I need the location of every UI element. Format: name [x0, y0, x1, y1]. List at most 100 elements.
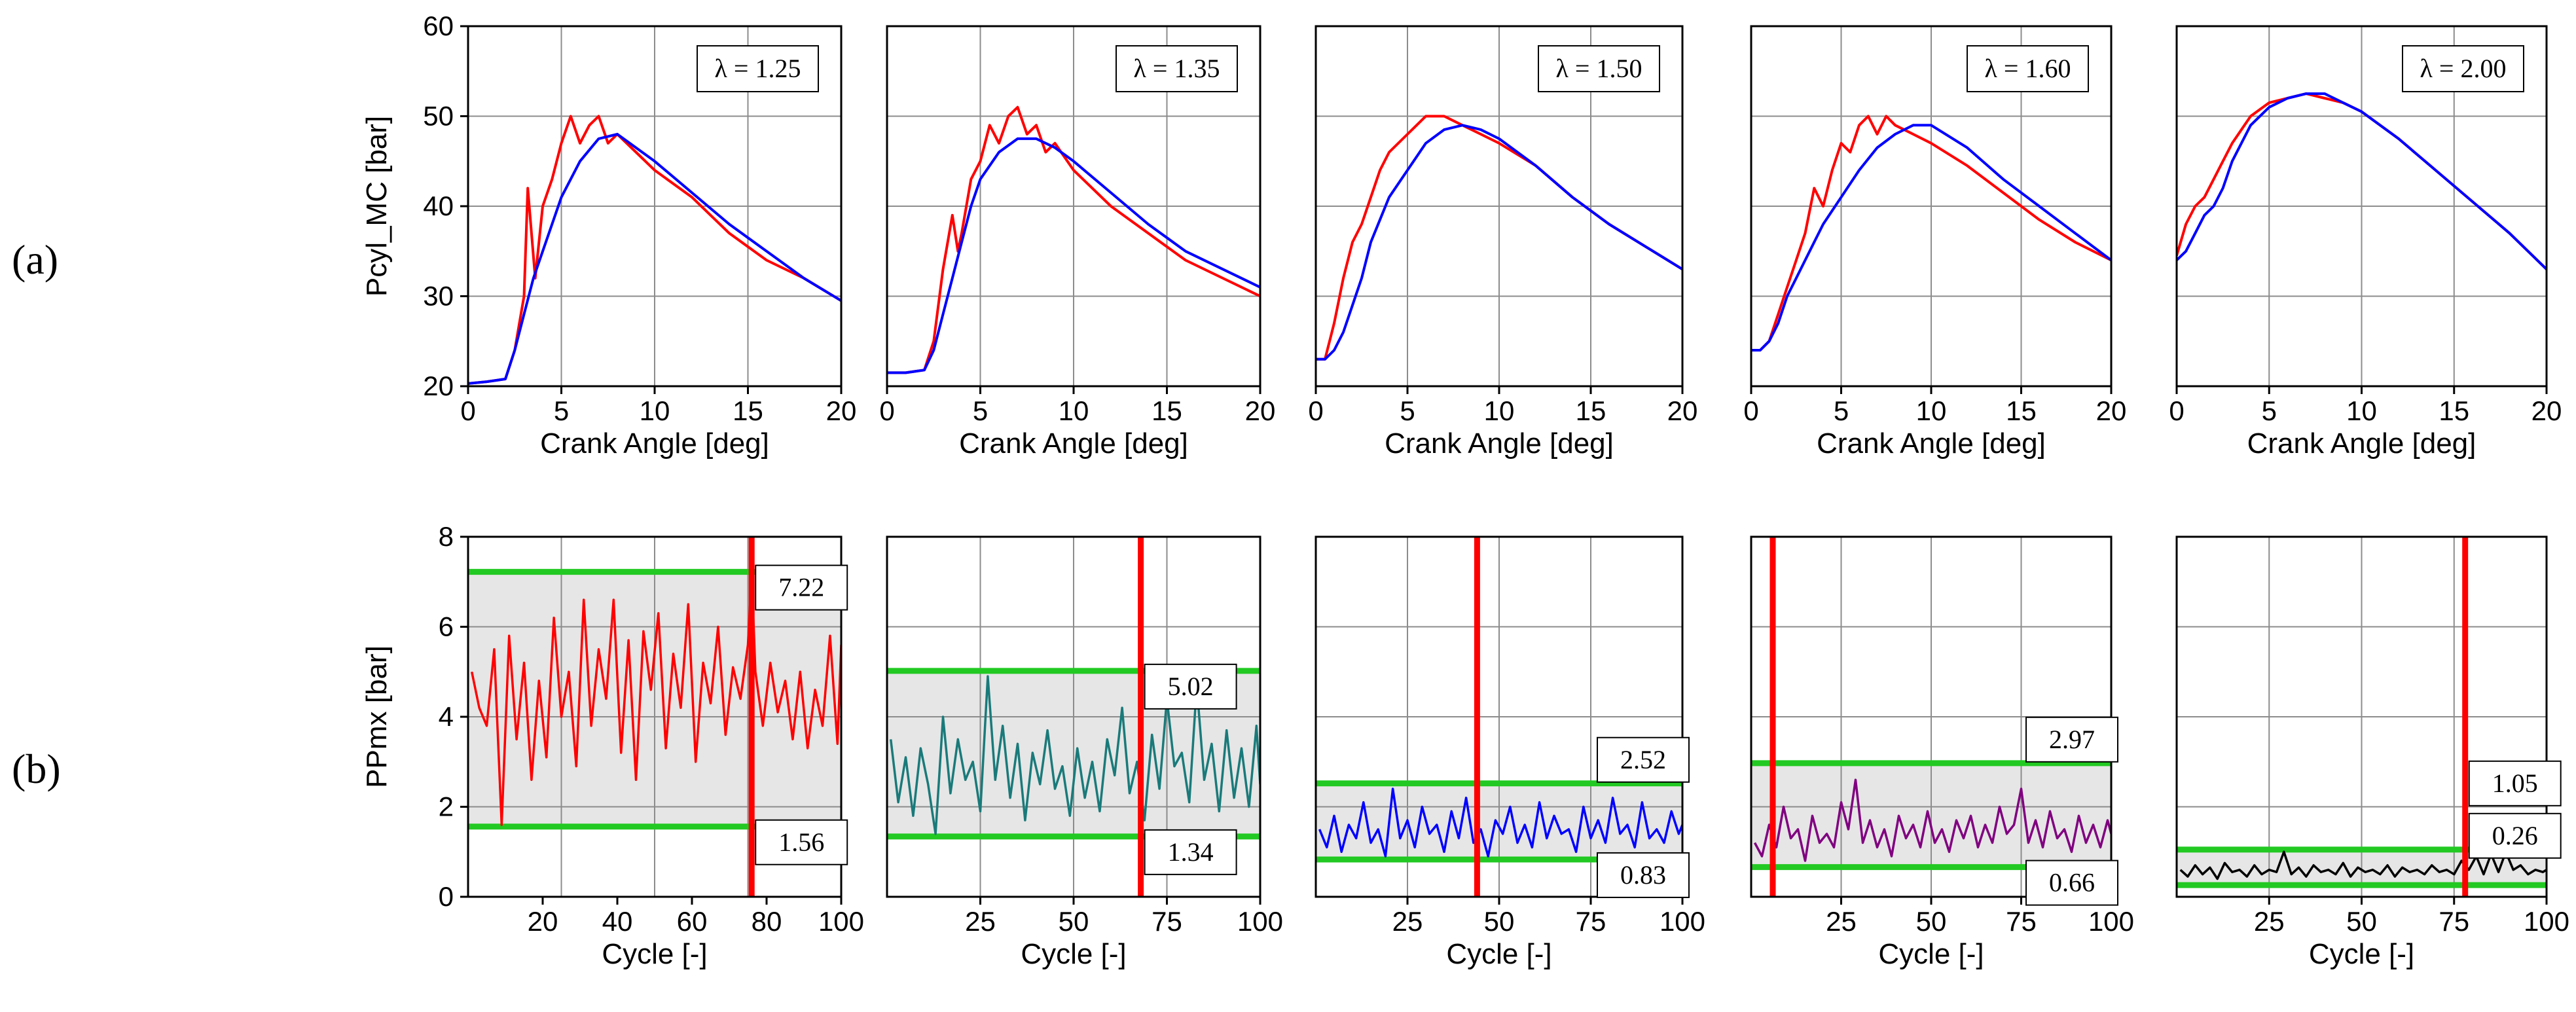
- upper-value-box: [2468, 760, 2562, 806]
- chart-panel-5: 0 5 10 15 20 Crank Angle [deg] λ = 2.00: [2169, 25, 2562, 460]
- series-group: [1318, 787, 1682, 858]
- y-tick-label: 30: [423, 281, 454, 312]
- x-tick-label: 50: [1059, 906, 1089, 937]
- lower-value-label: 0.83: [1620, 860, 1666, 890]
- x-tick-label: 20: [2096, 395, 2127, 426]
- lambda-box: [1116, 45, 1238, 92]
- chart-panel-9: 25 50 75 100 Cycle [-] 2.97 0.66: [1750, 535, 2134, 970]
- x-tick-label: 20: [2531, 395, 2562, 426]
- y-tick-label: 2: [439, 791, 454, 822]
- lower-value-box: [1144, 829, 1237, 875]
- series-line-blue: [1751, 124, 2111, 352]
- x-tick-label: 15: [2439, 395, 2469, 426]
- x-tick-label: 15: [2006, 395, 2037, 426]
- x-tick-label: 5: [1400, 395, 1415, 426]
- x-tick-label: 10: [1484, 395, 1515, 426]
- x-axis-label: Cycle [-]: [1878, 938, 1984, 970]
- x-tick-label: 15: [1152, 395, 1182, 426]
- x-tick-label: 15: [1576, 395, 1606, 426]
- x-axis-label: Cycle [-]: [2309, 938, 2414, 970]
- x-tick-label: 10: [2346, 395, 2377, 426]
- lower-value-box: [1597, 852, 1690, 898]
- x-axis-label: Crank Angle [deg]: [1817, 427, 2046, 460]
- x-tick-label: 100: [818, 906, 864, 937]
- chart-panel-2: 0 5 10 15 20 Crank Angle [deg] λ = 1.35: [879, 25, 1276, 460]
- y-tick-label: 50: [423, 101, 454, 132]
- x-tick-label: 10: [640, 395, 670, 426]
- y-tick-label: 8: [439, 521, 454, 552]
- x-tick-label: 20: [1245, 395, 1276, 426]
- x-tick-label: 20: [1667, 395, 1698, 426]
- chart-panel-3: 0 5 10 15 20 Crank Angle [deg] λ = 1.50: [1308, 25, 1698, 460]
- x-axis-label: Cycle [-]: [602, 938, 707, 970]
- upper-value-label: 2.52: [1620, 745, 1666, 774]
- x-tick-label: 100: [2524, 906, 2569, 937]
- x-tick-label: 75: [2439, 906, 2469, 937]
- x-axis-label: Cycle [-]: [1446, 938, 1551, 970]
- x-tick-label: 25: [1392, 906, 1423, 937]
- x-tick-label: 20: [826, 395, 857, 426]
- row-label-a: (a): [12, 236, 58, 283]
- series-group: [470, 571, 841, 826]
- x-tick-label: 0: [879, 395, 894, 426]
- chart-panel-10: 25 50 75 100 Cycle [-] 1.05 0.26: [2175, 535, 2569, 970]
- x-axis-label: Crank Angle [deg]: [959, 427, 1188, 460]
- x-tick-label: 0: [1308, 395, 1323, 426]
- series-group: [1316, 115, 1682, 361]
- lambda-label: λ = 1.60: [1985, 54, 2071, 83]
- lower-value-label: 1.56: [778, 827, 824, 857]
- x-tick-label: 15: [733, 395, 763, 426]
- series-group: [1753, 778, 2111, 862]
- series-line-PPmx: [470, 571, 841, 826]
- x-tick-label: 60: [677, 906, 708, 937]
- x-tick-label: 5: [973, 395, 988, 426]
- x-tick-label: 10: [1059, 395, 1089, 426]
- upper-value-label: 1.05: [2492, 768, 2538, 798]
- lower-value-label: 0.66: [2049, 868, 2095, 897]
- lambda-label: λ = 1.25: [715, 54, 801, 83]
- x-tick-label: 100: [1660, 906, 1705, 937]
- y-tick-label: 6: [439, 611, 454, 642]
- lower-value-label: 1.34: [1168, 837, 1214, 867]
- x-tick-label: 80: [752, 906, 782, 937]
- series-group: [2177, 92, 2547, 270]
- upper-value-box: [2025, 716, 2118, 763]
- x-tick-label: 50: [1916, 906, 1947, 937]
- x-tick-label: 0: [1743, 395, 1758, 426]
- lambda-box: [2402, 45, 2524, 92]
- x-tick-label: 25: [1826, 906, 1857, 937]
- y-tick-label: 4: [439, 701, 454, 732]
- y-tick-label: 0: [439, 881, 454, 912]
- y-axis-label: Pcyl_MC [bar]: [361, 116, 393, 297]
- lower-value-box: [2025, 859, 2118, 906]
- series-group: [2179, 850, 2547, 880]
- x-tick-label: 10: [1916, 395, 1947, 426]
- series-line-red: [468, 115, 841, 385]
- x-tick-label: 40: [602, 906, 633, 937]
- series-group: [1751, 115, 2111, 352]
- series-line-PPmx: [1318, 787, 1682, 858]
- x-tick-label: 100: [2088, 906, 2134, 937]
- y-tick-label: 40: [423, 190, 454, 221]
- x-tick-label: 0: [2169, 395, 2184, 426]
- row-label-b: (b): [12, 746, 61, 792]
- series-line-PPmx: [2179, 850, 2547, 880]
- y-tick-label: 60: [423, 10, 454, 41]
- series-line-PPmx: [1753, 778, 2111, 862]
- series-line-blue: [468, 133, 841, 385]
- chart-panel-7: 25 50 75 100 Cycle [-] 5.02 1.34: [886, 535, 1283, 970]
- series-line-blue: [887, 137, 1260, 374]
- x-tick-label: 20: [528, 906, 558, 937]
- series-group: [887, 105, 1260, 374]
- lambda-box: [1967, 45, 2089, 92]
- x-axis-label: Cycle [-]: [1021, 938, 1126, 970]
- chart-panel-4: 0 5 10 15 20 Crank Angle [deg] λ = 1.60: [1743, 25, 2127, 460]
- series-group: [468, 115, 841, 385]
- upper-value-label: 7.22: [778, 573, 824, 602]
- series-line-PPmx: [889, 675, 1260, 835]
- upper-value-box: [1144, 663, 1237, 710]
- x-tick-label: 5: [1834, 395, 1849, 426]
- chart-panel-6: 20 40 60 80 100 0 2 4 6 8 Cycle [-] PPmx [bar] 7.22 1…: [361, 521, 864, 970]
